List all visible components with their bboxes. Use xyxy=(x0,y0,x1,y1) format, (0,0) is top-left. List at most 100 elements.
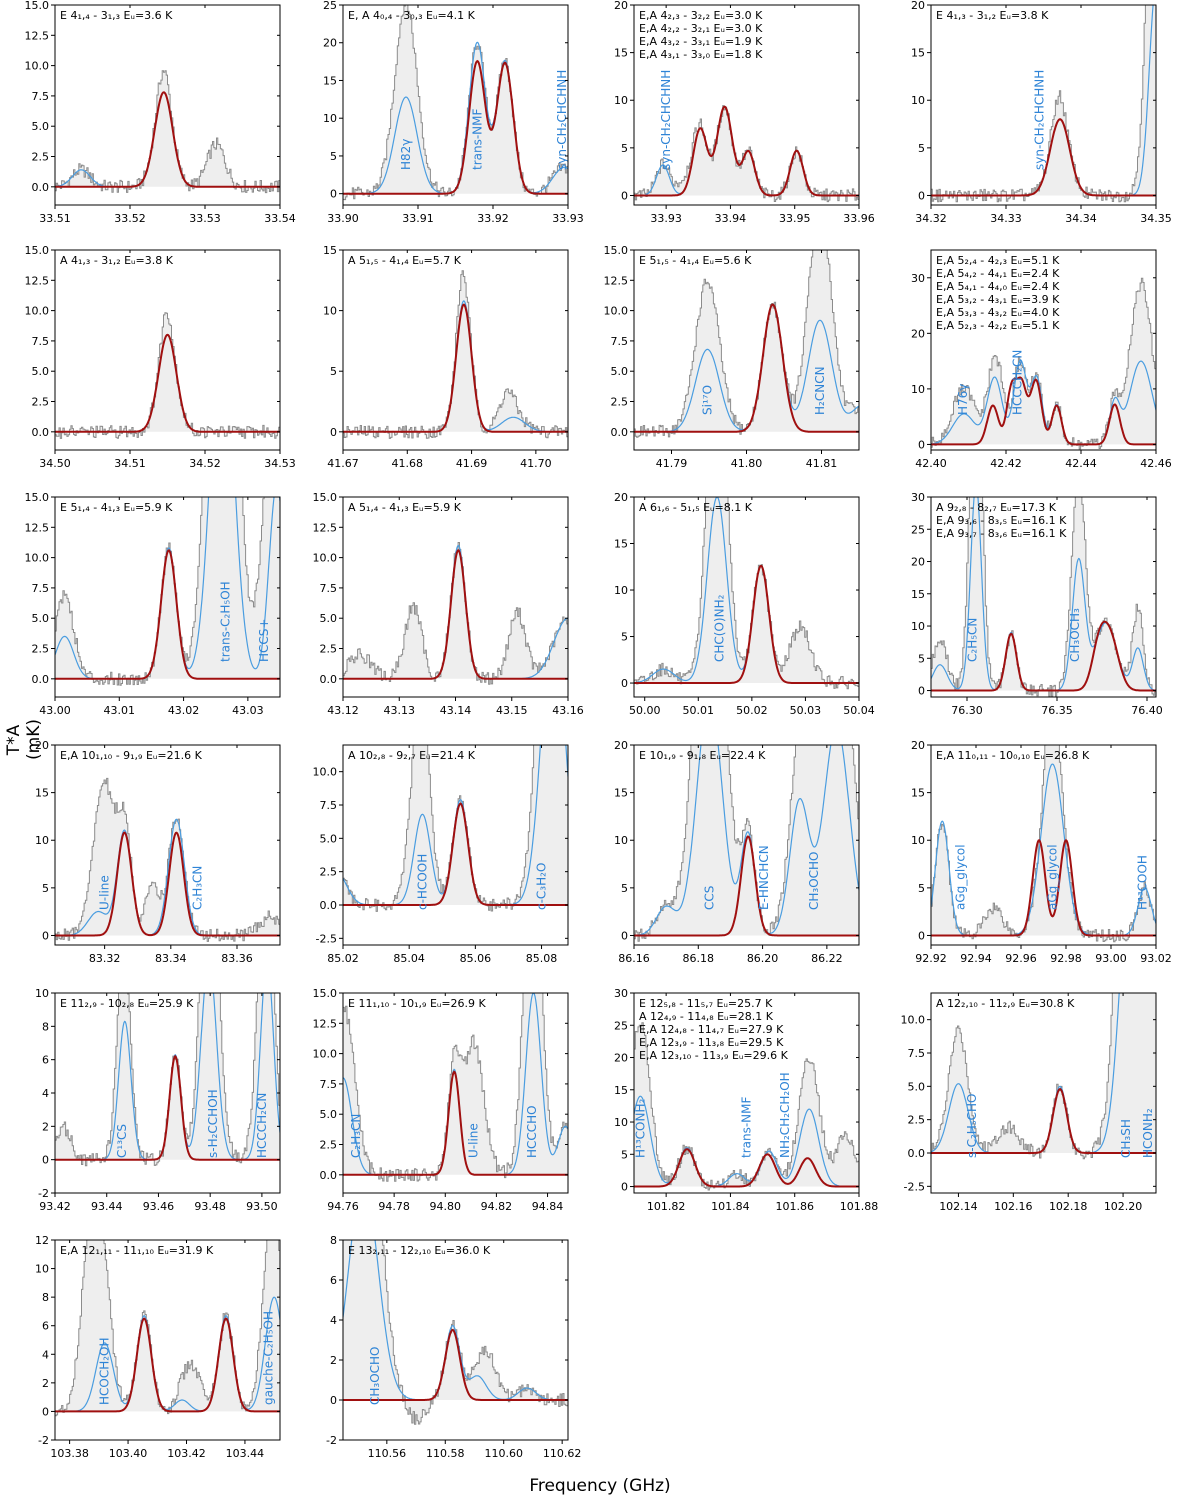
x-tick-label: 76.35 xyxy=(1041,704,1073,717)
observed-fill xyxy=(634,1022,859,1190)
y-tick-label: 8 xyxy=(42,1020,49,1033)
panel-p17: C¹³CS s-H₂CCHOH HCCCH₂CN 93.42 93.44 93.46 93.… xyxy=(35,987,281,1213)
y-tick-label: -2 xyxy=(38,1187,49,1200)
x-tick-label: 42.40 xyxy=(915,457,947,470)
species-label: s-C₂H₅CHO xyxy=(965,1094,979,1158)
y-tick-label: 6 xyxy=(330,1274,337,1287)
total-model-line xyxy=(343,41,568,195)
observed-fill xyxy=(55,993,280,1166)
x-tick-label: 110.60 xyxy=(484,1447,523,1460)
y-tick-label: 5 xyxy=(918,142,925,155)
y-tick-label: 2 xyxy=(42,1120,49,1133)
x-tick-label: 101.88 xyxy=(840,1200,879,1213)
species-label: C₂H₃CN xyxy=(349,1114,363,1158)
transition-label: E,A 9₃,₇ - 8₃,₆ Eᵤ=16.1 K xyxy=(936,527,1067,540)
x-tick-label: 33.54 xyxy=(264,212,296,225)
x-tick-label: 34.51 xyxy=(114,457,146,470)
y-tick-label: 7.5 xyxy=(320,582,338,595)
panel-p12: C₂H₅CN CH₃OCH₃ 76.30 76.35 76.40 0 5 10 15 20 25 30… xyxy=(911,491,1163,717)
y-tick-label: 25 xyxy=(911,523,925,536)
plot-area xyxy=(343,542,568,685)
y-tick-label: 0.0 xyxy=(908,1147,926,1160)
y-tick-label: 5 xyxy=(918,652,925,665)
transition-label: A 12₄,₉ - 11₄,₈ Eᵤ=28.1 K xyxy=(639,1010,774,1023)
y-tick-label: 0 xyxy=(621,677,628,690)
x-tick-label: 102.20 xyxy=(1104,1200,1143,1213)
x-tick-label: 93.00 xyxy=(1095,952,1127,965)
y-tick-label: 10.0 xyxy=(313,552,338,565)
y-axis-label: T*A (mK) xyxy=(4,719,44,760)
transition-label: E 4₁,₃ - 3₁,₂ Eᵤ=3.8 K xyxy=(936,9,1049,22)
species-label: H82γ xyxy=(399,139,413,170)
species-label: HCONH₂ xyxy=(1141,1108,1155,1158)
x-tick-label: 50.04 xyxy=(843,704,875,717)
y-tick-label: 8 xyxy=(42,1291,49,1304)
x-tick-label: 93.44 xyxy=(91,1200,123,1213)
y-tick-label: 10 xyxy=(911,383,925,396)
panel-p18: C₂H₃CN U-line HCCCHO 94.76 94.78 94.80 94.82 94… xyxy=(313,987,569,1213)
species-model-line xyxy=(634,835,859,937)
axes-frame xyxy=(342,1239,569,1441)
species-label: H₂CNCN xyxy=(813,366,827,415)
axes-frame xyxy=(54,992,281,1194)
x-tick-label: 83.36 xyxy=(221,952,253,965)
x-tick-label: 76.30 xyxy=(951,704,983,717)
species-model-line xyxy=(931,376,1156,446)
species-label: HCCCHO xyxy=(525,1105,539,1158)
observed-spectrum xyxy=(55,777,280,942)
y-tick-label: 0.0 xyxy=(32,181,50,194)
transition-label: E,A 12₄,₈ - 11₄,₇ Eᵤ=27.9 K xyxy=(639,1023,784,1036)
transition-label: E 10₁,₉ - 9₁,₈ Eᵤ=22.4 K xyxy=(639,749,766,762)
panel-p15: CCS E-HNCHCN CH₃OCHO 86.16 86.18 86.20 86.22 0 5… xyxy=(614,739,860,965)
y-tick-label: 20 xyxy=(614,1052,628,1065)
x-tick-label: 93.50 xyxy=(246,1200,278,1213)
transition-label: E,A 4₂,₃ - 3₂,₂ Eᵤ=3.0 K xyxy=(639,9,763,22)
x-tick-label: 101.86 xyxy=(775,1200,814,1213)
transition-label: E 11₂,₉ - 10₂,₈ Eᵤ=25.9 K xyxy=(60,997,194,1010)
x-tick-label: 86.20 xyxy=(747,952,779,965)
y-tick-label: 5.0 xyxy=(32,120,50,133)
panel-p9: trans-C₂H₅OH HCCS+ 43.00 43.01 43.02 43.03 0.0… xyxy=(25,491,281,717)
y-tick-label: 25 xyxy=(614,1019,628,1032)
species-label: CH₃OCHO xyxy=(368,1346,382,1405)
plot-area xyxy=(931,745,1156,943)
y-tick-label: 30 xyxy=(614,987,628,1000)
y-tick-label: 0 xyxy=(918,438,925,451)
y-tick-label: 15 xyxy=(614,47,628,60)
axes-frame xyxy=(930,496,1157,698)
transition-label: E, A 4₀,₄ - 3₀,₃ Eᵤ=4.1 K xyxy=(348,9,476,22)
y-tick-label: 0 xyxy=(42,929,49,942)
observed-fill xyxy=(931,278,1156,449)
panel-p16: aGg_glycol aGg_glycol H¹³COOH 92.92 92.94 92.… xyxy=(911,739,1172,965)
y-tick-label: 10.0 xyxy=(901,1014,926,1027)
species-label: c-HCOOH xyxy=(415,854,429,910)
y-tick-label: 5.0 xyxy=(32,612,50,625)
y-tick-label: 0 xyxy=(42,1405,49,1418)
x-tick-label: 92.96 xyxy=(1005,952,1037,965)
y-tick-label: 20 xyxy=(911,0,925,12)
y-tick-label: 20 xyxy=(911,556,925,569)
y-tick-label: 4 xyxy=(42,1348,49,1361)
species-label: gauche-C₂H₅OH xyxy=(261,1311,275,1405)
y-tick-label: 10 xyxy=(911,834,925,847)
y-tick-label: 5 xyxy=(330,365,337,378)
y-tick-label: 2.5 xyxy=(320,643,338,656)
species-label: HCOCH₂OH xyxy=(98,1337,112,1405)
y-tick-label: 15 xyxy=(323,244,337,257)
x-tick-label: 50.00 xyxy=(629,704,661,717)
x-tick-label: 93.02 xyxy=(1140,952,1172,965)
x-tick-label: 33.93 xyxy=(650,212,682,225)
transition-label: E 13₂,₁₁ - 12₂,₁₀ Eᵤ=36.0 K xyxy=(348,1244,491,1257)
y-tick-label: 0 xyxy=(330,426,337,439)
y-tick-label: 0 xyxy=(330,188,337,201)
y-tick-label: 5 xyxy=(621,631,628,644)
panel-p2: H82γ trans-NMF syn-CH₂CHCHNH 33.90 33.91 33.9… xyxy=(323,0,584,225)
axes-frame xyxy=(342,744,569,946)
x-tick-label: 83.32 xyxy=(89,952,121,965)
species-label: CH₃OCH₃ xyxy=(1068,608,1082,662)
x-tick-label: 33.96 xyxy=(843,212,875,225)
x-tick-label: 93.46 xyxy=(143,1200,175,1213)
x-tick-label: 102.14 xyxy=(939,1200,978,1213)
axes-frame xyxy=(633,992,860,1194)
x-tick-label: 43.01 xyxy=(104,704,136,717)
